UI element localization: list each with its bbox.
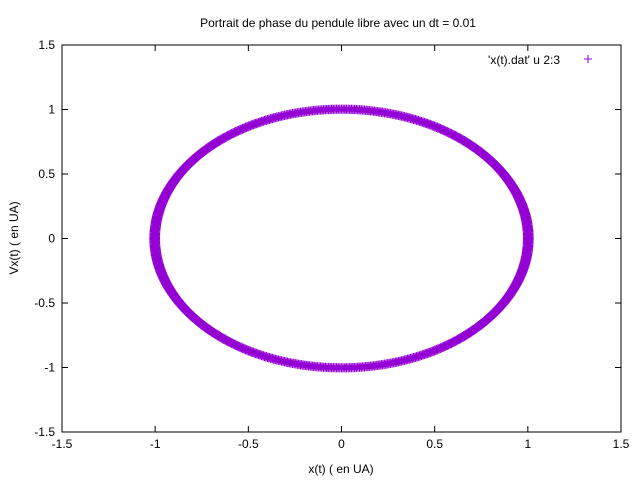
data-point (453, 131, 460, 138)
data-point (234, 344, 241, 351)
data-point (227, 341, 234, 348)
data-point (234, 126, 241, 133)
data-point (236, 125, 243, 132)
y-tick-label: 1 (48, 103, 55, 117)
x-tick-label: -0.5 (238, 437, 259, 451)
y-tick-label: -1.5 (34, 425, 55, 439)
data-point (440, 125, 447, 132)
data-point (452, 340, 459, 347)
chart-title: Portrait de phase du pendule libre avec … (200, 16, 476, 30)
x-tick-label: 1 (524, 437, 531, 451)
data-point (452, 130, 459, 137)
data-point (442, 126, 449, 133)
x-tick-label: 1.5 (613, 437, 630, 451)
data-point (224, 340, 231, 347)
data-point (454, 132, 461, 139)
x-tick-label: 0 (338, 437, 345, 451)
data-point (227, 129, 234, 136)
data-point (223, 339, 230, 346)
data-point (442, 344, 449, 351)
data-point (440, 345, 447, 352)
y-tick-label: 1.5 (38, 38, 55, 52)
x-tick-label: -1 (150, 437, 161, 451)
x-axis-label: x(t) ( en UA) (308, 462, 373, 476)
data-point (232, 126, 239, 133)
legend-label: 'x(t).dat' u 2:3 (488, 53, 560, 67)
data-point (222, 338, 229, 345)
data-point (228, 342, 235, 349)
data-point (226, 340, 233, 347)
data-point (441, 345, 448, 352)
data-point (449, 341, 456, 348)
y-axis-label: Vx(t) ( en UA) (7, 201, 21, 274)
legend-marker (584, 55, 592, 63)
legend-plus-marker (584, 55, 592, 63)
data-point (446, 342, 453, 349)
data-point (235, 345, 242, 352)
data-point (445, 127, 452, 134)
data-point (450, 130, 457, 137)
data-point (446, 128, 453, 135)
data-point (232, 344, 239, 351)
data-point (445, 343, 452, 350)
data-point (235, 125, 242, 132)
data-point (231, 127, 238, 134)
data-point (228, 128, 235, 135)
data-point (231, 343, 238, 350)
series-points (149, 104, 534, 373)
data-point (448, 342, 455, 349)
data-point (448, 128, 455, 135)
y-axis-ticks: -1.5 -1 -0.5 0 0.5 1 1.5 (34, 38, 621, 439)
x-tick-label: -1.5 (52, 437, 73, 451)
data-point (224, 130, 231, 137)
data-point (444, 344, 451, 351)
data-point (230, 342, 237, 349)
plot-frame (61, 44, 622, 433)
data-point (230, 128, 237, 135)
data-point (444, 126, 451, 133)
data-point (238, 124, 245, 131)
y-tick-label: -0.5 (34, 296, 55, 310)
y-tick-label: -1 (44, 361, 55, 375)
x-tick-label: 0.5 (426, 437, 443, 451)
data-point (441, 125, 448, 132)
y-tick-label: 0 (48, 232, 55, 246)
data-point (226, 130, 233, 137)
data-point (527, 236, 534, 243)
data-point (438, 346, 445, 353)
data-point (450, 340, 457, 347)
data-point (236, 345, 243, 352)
legend: 'x(t).dat' u 2:3 (488, 53, 592, 67)
y-tick-label: 0.5 (38, 167, 55, 181)
data-point (449, 129, 456, 136)
